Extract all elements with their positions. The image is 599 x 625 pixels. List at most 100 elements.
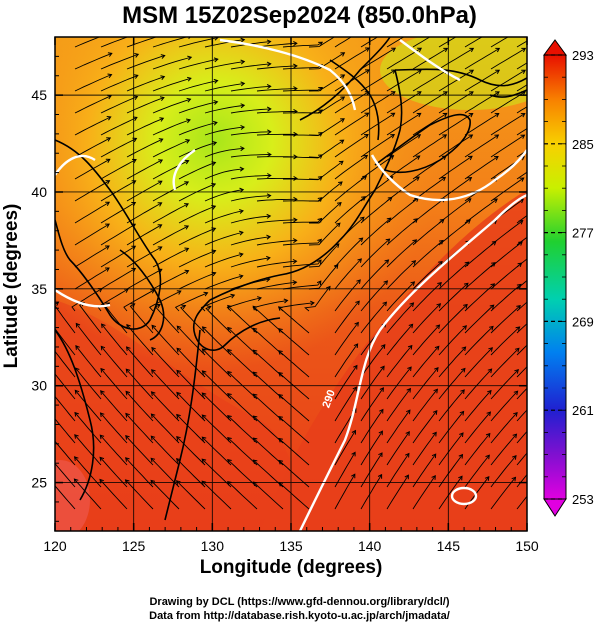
streamline — [334, 258, 362, 290]
streamline-arrow — [50, 390, 54, 394]
streamline — [386, 409, 411, 444]
streamline-arrow — [512, 433, 518, 439]
streamline — [150, 435, 180, 466]
streamline-arrow — [227, 415, 232, 420]
streamline — [152, 225, 189, 246]
streamline-arrow — [185, 118, 191, 124]
streamline — [412, 410, 438, 444]
streamline-arrow — [417, 26, 421, 30]
streamline — [282, 238, 322, 246]
streamline-arrow — [238, 252, 244, 258]
streamline — [151, 369, 180, 400]
streamline-arrow — [278, 350, 283, 355]
streamline — [334, 365, 358, 400]
streamline — [464, 48, 500, 70]
streamline — [74, 116, 111, 136]
streamline-arrow — [353, 343, 359, 349]
streamline — [100, 74, 138, 92]
streamline-arrow — [283, 298, 289, 304]
streamline-arrow — [494, 112, 500, 118]
streamline — [464, 347, 493, 378]
streamline — [176, 347, 206, 378]
streamline — [334, 112, 369, 136]
streamline — [386, 37, 405, 48]
streamline — [360, 176, 393, 202]
streamline-arrow — [385, 238, 391, 244]
streamline-arrow — [461, 346, 467, 352]
streamline — [74, 95, 112, 114]
streamline-arrow — [252, 371, 258, 377]
streamline — [360, 197, 393, 224]
streamline — [490, 347, 520, 378]
streamline — [386, 239, 417, 268]
streamline — [464, 304, 494, 334]
streamline-arrow — [212, 120, 218, 126]
streamline — [386, 69, 422, 92]
streamline — [151, 391, 180, 422]
streamline-arrow — [317, 197, 323, 202]
streamline-arrow — [416, 91, 422, 96]
streamline-arrow — [416, 134, 422, 139]
streamline — [308, 181, 343, 202]
x-axis-label: Longitude (degrees) — [199, 557, 383, 578]
streamline-arrow — [150, 391, 156, 396]
streamline-arrow — [106, 137, 112, 142]
streamline-arrow — [55, 301, 60, 306]
streamline-arrow — [252, 393, 258, 399]
streamline — [334, 452, 356, 488]
streamline-arrow — [292, 258, 298, 264]
streamline — [438, 325, 467, 356]
streamline-arrow — [151, 324, 157, 330]
streamline-arrow — [252, 327, 258, 333]
streamline — [74, 201, 110, 224]
streamline-arrow — [240, 124, 246, 130]
streamline — [99, 457, 128, 488]
streamline-arrow — [150, 435, 156, 441]
streamline-arrow — [227, 326, 232, 332]
streamline-arrow — [266, 213, 272, 219]
streamline — [464, 156, 499, 180]
streamline — [256, 219, 297, 224]
streamline — [282, 154, 323, 159]
streamline — [490, 37, 509, 48]
streamline — [278, 438, 310, 466]
streamline — [55, 418, 76, 444]
streamline-arrow — [469, 47, 475, 53]
y-axis: 25 30 35 40 45 — [31, 36, 527, 522]
streamline — [230, 236, 271, 246]
streamline — [126, 202, 162, 224]
streamline — [360, 409, 384, 444]
streamline — [125, 435, 154, 466]
streamline-arrow — [351, 429, 357, 435]
streamline — [412, 134, 447, 158]
streamline-arrow — [184, 247, 190, 252]
streamline-arrow — [353, 364, 358, 370]
streamline — [360, 238, 390, 268]
streamline-arrow — [487, 389, 492, 395]
streamline-arrow — [390, 112, 396, 118]
streamline-arrow — [150, 413, 156, 419]
streamline-arrow — [469, 27, 473, 31]
streamline-arrow — [317, 238, 322, 244]
streamline — [74, 137, 111, 158]
streamline-arrow — [518, 241, 523, 246]
streamline-arrow — [438, 239, 444, 245]
streamline-arrow — [157, 224, 163, 229]
streamline-arrow — [365, 69, 370, 74]
streamline-arrow — [239, 166, 245, 172]
streamline — [152, 160, 189, 180]
streamline — [74, 180, 110, 202]
streamline-arrow — [406, 409, 411, 415]
streamline — [490, 369, 519, 400]
streamline — [75, 345, 102, 378]
streamline — [230, 154, 271, 158]
streamline — [230, 63, 271, 70]
streamline — [490, 326, 520, 356]
streamline-arrow — [361, 196, 366, 201]
coastlines — [55, 37, 527, 521]
streamline-arrow — [309, 300, 315, 306]
streamline-arrow — [391, 47, 397, 52]
streamline — [152, 270, 189, 290]
streamline-arrow — [417, 47, 423, 53]
streamline — [178, 122, 218, 136]
